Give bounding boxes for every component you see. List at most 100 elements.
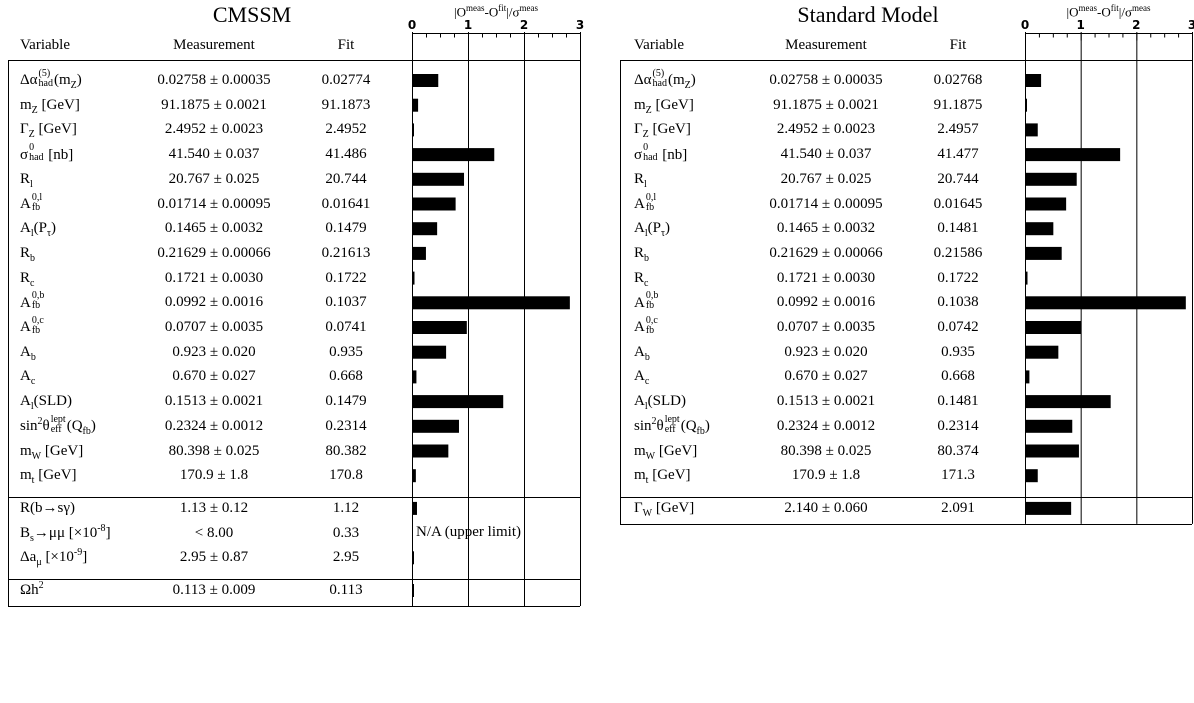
variable-part: l xyxy=(30,178,33,190)
variable-part: Γ xyxy=(634,121,643,138)
fit-cell: 0.21586 xyxy=(933,244,983,261)
variable-part: Z xyxy=(28,129,35,141)
variable-part: (P xyxy=(647,220,661,237)
superscript: 0,l xyxy=(31,191,43,203)
measurement-cell: 1.13 ± 0.12 xyxy=(179,499,249,516)
variable-part: ) xyxy=(690,72,696,89)
variable-part: Δa xyxy=(20,549,37,566)
variable-part: R xyxy=(20,244,31,261)
tick-label: 2 xyxy=(520,18,528,32)
group-separator xyxy=(620,496,1192,498)
variable-part: [GeV] xyxy=(41,442,84,459)
pull-bar xyxy=(1025,419,1073,433)
measurement-cell: 0.01714 ± 0.00095 xyxy=(157,195,271,212)
column-header-variable: Variable xyxy=(20,37,70,53)
measurement-cell: 2.140 ± 0.060 xyxy=(784,499,868,516)
measurement-cell: 0.670 ± 0.027 xyxy=(784,368,868,385)
subscript: eff xyxy=(50,423,62,435)
column-header-variable: Variable xyxy=(634,37,684,53)
bottom-rule xyxy=(8,606,580,607)
subscript: had xyxy=(643,152,658,164)
fit-cell: 91.1875 xyxy=(933,96,983,113)
variable-part: →μμ [×10 xyxy=(33,524,98,541)
variable-part: (m xyxy=(53,72,71,89)
pull-bar xyxy=(1025,395,1111,409)
measurement-cell: 0.01714 ± 0.00095 xyxy=(769,195,883,212)
measurement-cell: 0.113 ± 0.009 xyxy=(172,582,256,598)
pull-bar xyxy=(412,197,456,211)
superscript: lept xyxy=(50,413,66,425)
variable-part: b xyxy=(644,252,650,264)
variable-part: Z xyxy=(642,129,649,141)
variable-part: l xyxy=(644,178,647,190)
pull-bar xyxy=(412,419,459,433)
variable-part: c xyxy=(30,277,35,289)
variable-cell: A 0,c fb xyxy=(20,316,45,338)
variable-part: Γ xyxy=(634,499,643,516)
fit-cell: 41.477 xyxy=(937,146,979,163)
left-rule xyxy=(620,60,621,524)
variable-cell: σ 0 had [nb] xyxy=(20,143,73,165)
pull-bar xyxy=(1025,123,1038,137)
variable-cell: ΓW [GeV] xyxy=(634,499,694,519)
variable-cell: Ab xyxy=(634,343,650,363)
axis-title-superscript: meas xyxy=(1131,3,1151,13)
variable-cell: Rb xyxy=(634,244,650,264)
measurement-cell: 0.0992 ± 0.0016 xyxy=(776,294,876,311)
variable-part: Γ xyxy=(20,121,29,138)
variable-cell: A 0,b fb xyxy=(634,291,659,313)
pull-bar xyxy=(1025,197,1067,211)
subscript: fb xyxy=(645,300,655,312)
variable-part: Δα xyxy=(20,72,38,89)
variable-cell: mZ [GeV] xyxy=(20,96,80,116)
pull-bar xyxy=(412,98,419,112)
variable-cell: A 0,l fb xyxy=(634,192,657,215)
pull-bar xyxy=(1025,74,1042,87)
fit-cell: 0.1722 xyxy=(937,269,979,286)
variable-part: Z xyxy=(31,104,38,116)
measurement-cell: 0.0992 ± 0.0016 xyxy=(164,294,264,311)
measurement-cell: 91.1875 ± 0.0021 xyxy=(773,96,879,113)
pull-bar xyxy=(412,271,415,285)
variable-part: A xyxy=(20,294,31,311)
pull-bar xyxy=(1025,172,1077,186)
pull-bar xyxy=(412,296,570,310)
pull-bar xyxy=(412,74,439,87)
fit-cell: 0.2314 xyxy=(937,417,979,434)
axis-title-superscript: meas xyxy=(466,3,485,13)
measurement-cell: 2.4952 ± 0.0023 xyxy=(776,121,876,138)
measurement-cell: 0.02758 ± 0.00035 xyxy=(769,72,883,88)
measurement-cell: 0.923 ± 0.020 xyxy=(172,343,256,360)
variable-cell: Δaμ [×10-9] xyxy=(20,548,88,568)
variable-part: A xyxy=(20,393,31,410)
pull-bar xyxy=(1025,501,1072,515)
fit-cell: 80.382 xyxy=(325,442,367,459)
variable-cell: mt [GeV] xyxy=(634,466,691,486)
pull-bar xyxy=(412,321,467,334)
fit-cell: 80.374 xyxy=(937,442,979,459)
variable-part: fb xyxy=(82,426,91,438)
variable-part: A xyxy=(634,220,645,237)
measurement-cell: 91.1875 ± 0.0021 xyxy=(161,96,267,113)
subscript: fb xyxy=(31,201,41,213)
variable-cell: Ab xyxy=(20,343,36,363)
bottom-rule xyxy=(620,523,1192,525)
pull-bar xyxy=(412,444,449,458)
variable-part: ] xyxy=(82,549,88,566)
variable-part: m xyxy=(634,442,646,459)
variable-part: b xyxy=(30,252,36,264)
measurement-cell: 0.0707 ± 0.0035 xyxy=(776,319,876,335)
variable-cell: ΓZ [GeV] xyxy=(634,120,691,141)
axis-title-superscript: meas xyxy=(1078,3,1098,13)
variable-part: [GeV] xyxy=(34,121,77,138)
variable-cell: A 0,c fb xyxy=(634,316,659,338)
fit-cell: 0.668 xyxy=(941,368,975,385)
variable-cell: Al(Pτ) xyxy=(634,219,670,239)
variable-part: c xyxy=(30,376,36,388)
variable-cell: σ 0 had [nb] xyxy=(634,143,687,165)
measurement-cell: 0.2324 ± 0.0012 xyxy=(164,417,264,434)
fit-cell: 0.01645 xyxy=(933,195,983,212)
measurement-cell: 80.398 ± 0.025 xyxy=(780,442,872,459)
pull-bar xyxy=(1025,345,1059,359)
measurement-cell: < 8.00 xyxy=(194,524,234,541)
